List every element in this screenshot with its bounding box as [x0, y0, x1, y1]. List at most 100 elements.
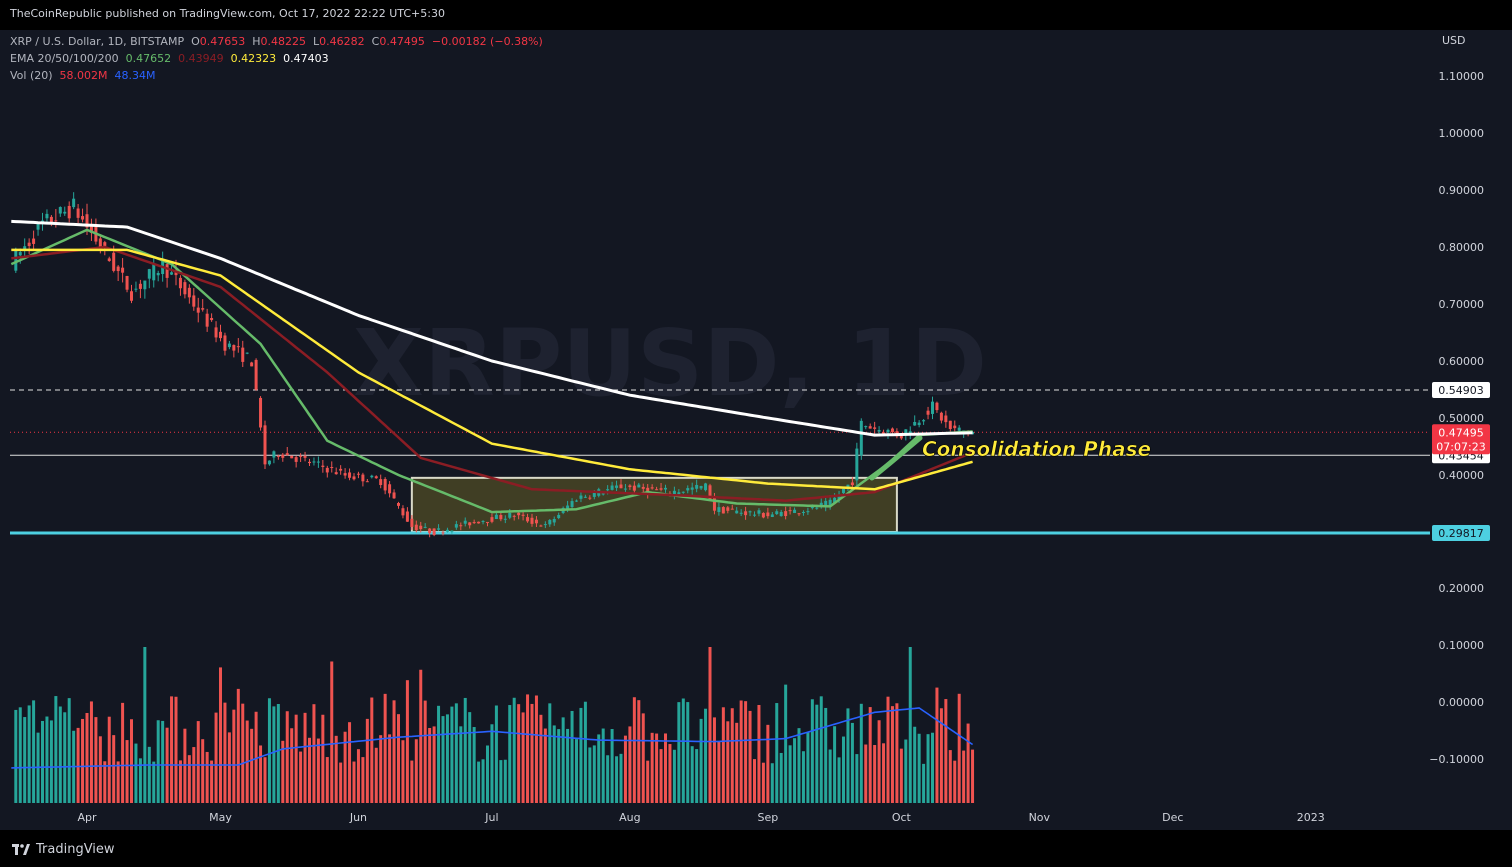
candle-body: [107, 258, 111, 262]
candle-body: [477, 521, 481, 524]
candle-body: [757, 510, 761, 514]
candle-body: [32, 238, 36, 244]
y-tick-label: 0.70000: [1439, 298, 1485, 311]
volume-bar: [704, 708, 708, 803]
candle-body: [873, 427, 877, 429]
volume-bar: [508, 705, 512, 803]
volume-bar: [681, 698, 685, 803]
symbol-name: XRP / U.S. Dollar, 1D, BITSTAMP: [10, 35, 185, 48]
candle-body: [503, 518, 507, 520]
candle-body: [27, 242, 31, 247]
candle-body: [263, 425, 267, 465]
ema50-line: [11, 245, 974, 502]
candle-body: [566, 505, 570, 510]
candle-body: [632, 485, 636, 491]
volume-bar: [610, 729, 614, 803]
volume-bar: [784, 684, 788, 803]
volume-value: 58.002M: [59, 69, 108, 82]
current-price-badge: [1432, 424, 1490, 455]
candle-body: [619, 484, 623, 489]
volume-bar: [864, 744, 868, 803]
volume-bar: [477, 761, 481, 803]
candle-body: [846, 484, 850, 489]
candle-body: [753, 514, 756, 516]
candle-body: [325, 467, 329, 473]
open-value: 0.47653: [199, 35, 246, 48]
volume-bar: [170, 696, 174, 803]
candle-body: [219, 331, 222, 339]
level-badge: [1432, 382, 1490, 399]
volume-bar: [352, 761, 356, 803]
volume-bar: [63, 712, 67, 803]
volume-bar: [530, 703, 534, 803]
volume-bar: [788, 745, 792, 803]
volume-bar: [588, 747, 592, 803]
x-tick-label: Oct: [892, 811, 912, 824]
volume-bar: [214, 712, 218, 803]
candle-body: [383, 479, 387, 491]
volume-bar: [330, 661, 334, 803]
volume-ma-value: 48.34M: [114, 69, 156, 82]
candle-body: [659, 488, 663, 490]
volume-bar: [712, 717, 716, 803]
volume-bar: [904, 739, 908, 803]
volume-bar: [615, 756, 619, 803]
volume-bars-group: [14, 647, 975, 803]
candle-body: [183, 282, 187, 295]
volume-bar: [379, 735, 383, 803]
candle-body: [321, 465, 325, 467]
volume-bar: [143, 647, 147, 803]
candle-body: [365, 481, 369, 483]
volume-bar: [597, 734, 601, 803]
candle-body: [748, 511, 752, 513]
candle-body: [784, 511, 788, 517]
volume-bar: [499, 760, 503, 803]
candle-body: [388, 484, 392, 494]
candle-body: [147, 269, 151, 279]
candle-body: [953, 425, 957, 429]
candle-body: [437, 528, 441, 530]
volume-bar: [81, 718, 85, 803]
volume-bar: [726, 721, 730, 803]
candle-body: [637, 484, 641, 488]
volume-bar: [112, 735, 116, 803]
candle-body: [864, 426, 868, 428]
candle-body: [223, 335, 227, 351]
volume-bar: [397, 714, 400, 803]
volume-bar: [672, 749, 676, 803]
volume-bar: [267, 698, 271, 803]
candle-body: [290, 455, 294, 459]
level-badge-label: 0.54903: [1438, 384, 1484, 397]
candle-body: [103, 242, 107, 246]
candle-body: [770, 514, 774, 517]
candle-body: [116, 266, 120, 272]
volume-bar: [49, 720, 53, 803]
volume-bar: [401, 740, 405, 803]
volume-bar: [125, 740, 129, 803]
volume-bar: [227, 732, 231, 803]
volume-bar: [370, 697, 374, 803]
volume-bar: [637, 700, 641, 803]
volume-bar: [677, 702, 681, 803]
volume-bar: [801, 751, 805, 803]
tradingview-footer[interactable]: TradingView: [12, 842, 115, 857]
candle-body: [450, 530, 454, 532]
candle-body: [294, 457, 298, 462]
candle-body: [726, 507, 730, 511]
candle-body: [801, 511, 805, 513]
x-tick-label: Nov: [1029, 811, 1051, 824]
candle-body: [276, 455, 280, 457]
annotation-text: Consolidation Phase: [922, 437, 1151, 461]
current-price-badge-label: 0.47495: [1438, 426, 1484, 439]
volume-bar: [299, 751, 303, 803]
candle-body: [170, 272, 174, 275]
candle-body: [628, 485, 632, 488]
volume-bar: [450, 706, 454, 803]
candle-body: [922, 420, 926, 422]
open-label: O: [191, 35, 200, 48]
candle-body: [392, 492, 396, 499]
volume-bar: [183, 728, 187, 803]
candle-body: [868, 426, 872, 429]
candle-body: [615, 485, 619, 488]
